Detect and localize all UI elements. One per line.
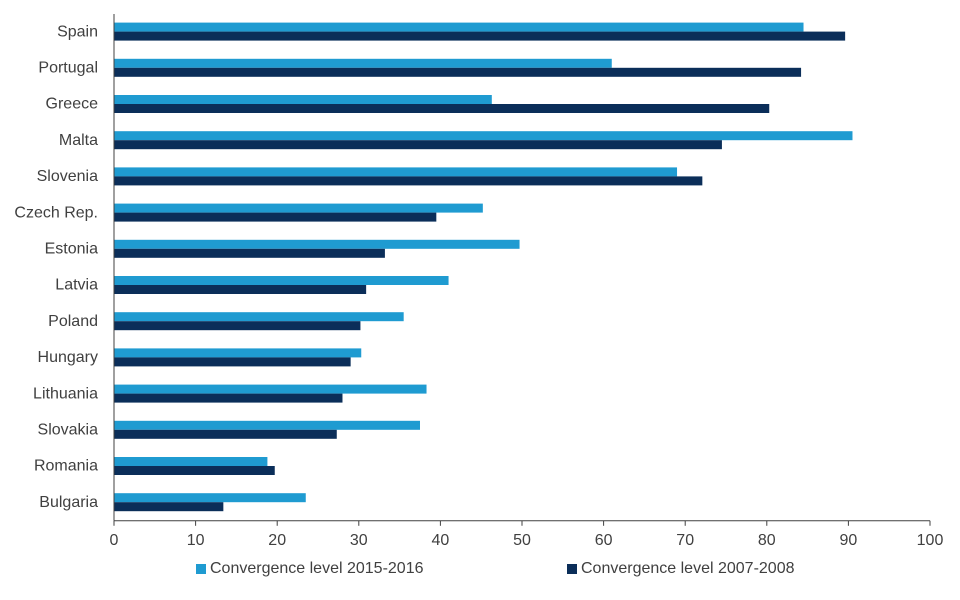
bar-2015-2016-slovenia: [114, 167, 678, 177]
bar-2015-2016-bulgaria: [114, 493, 306, 503]
bar-2007-2008-latvia: [114, 285, 367, 294]
bar-2015-2016-romania: [114, 457, 268, 466]
bar-2007-2008-hungary: [114, 357, 351, 367]
bar-2007-2008-slovakia: [114, 429, 337, 439]
category-label: Slovakia: [38, 422, 99, 439]
x-tick-label: 50: [513, 532, 531, 549]
x-tick-label: 10: [187, 532, 205, 549]
category-label: Latvia: [55, 277, 98, 294]
bar-2007-2008-estonia: [114, 248, 385, 258]
x-tick-label: 30: [350, 532, 368, 549]
bar-2007-2008-slovenia: [114, 176, 703, 186]
bar-2015-2016-portugal: [114, 58, 612, 68]
category-label: Slovenia: [37, 168, 98, 185]
category-label: Czech Rep.: [14, 204, 98, 221]
x-tick-label: 70: [676, 532, 694, 549]
bar-2015-2016-estonia: [114, 239, 520, 249]
legend-label-2015-2016: Convergence level 2015-2016: [210, 560, 424, 577]
bar-2007-2008-greece: [114, 104, 770, 113]
category-labels: Spain Portugal Greece Malta Slovenia Czech Re…: [14, 23, 98, 511]
category-label: Estonia: [45, 241, 98, 258]
x-tick-label: 100: [917, 532, 944, 549]
bar-2015-2016-hungary: [114, 348, 362, 358]
category-label: Bulgaria: [39, 494, 98, 511]
category-label: Hungary: [38, 349, 98, 366]
x-tick-label: 90: [840, 532, 858, 549]
category-label: Malta: [59, 132, 98, 149]
x-axis: 0 10 20 30 40 50 60 70 80 90 100: [110, 520, 944, 549]
bar-2015-2016-czech-rep-: [114, 203, 483, 213]
category-label: Spain: [57, 23, 98, 40]
bar-2007-2008-portugal: [114, 67, 802, 77]
category-label: Portugal: [38, 60, 98, 77]
legend-swatch-2007-2008: [567, 564, 577, 574]
legend: Convergence level 2015-2016 Convergence l…: [196, 560, 795, 577]
bar-2015-2016-malta: [114, 131, 853, 141]
x-tick-label: 20: [268, 532, 286, 549]
x-tick-label: 0: [110, 532, 119, 549]
bar-2007-2008-lithuania: [114, 393, 343, 403]
legend-swatch-2015-2016: [196, 564, 206, 574]
bar-2015-2016-poland: [114, 312, 404, 322]
bar-2007-2008-malta: [114, 140, 722, 150]
bar-2015-2016-greece: [114, 95, 492, 104]
bar-2015-2016-spain: [114, 22, 804, 32]
category-label: Lithuania: [33, 385, 98, 402]
bar-2015-2016-latvia: [114, 276, 449, 285]
bar-2007-2008-romania: [114, 466, 275, 475]
x-tick-label: 80: [758, 532, 776, 549]
bar-2007-2008-poland: [114, 321, 361, 331]
bar-2007-2008-bulgaria: [114, 502, 224, 512]
bar-2015-2016-slovakia: [114, 420, 420, 430]
x-tick-label: 40: [432, 532, 450, 549]
category-label: Romania: [34, 458, 98, 475]
legend-label-2007-2008: Convergence level 2007-2008: [581, 560, 795, 577]
bars-group: [114, 22, 853, 512]
x-tick-label: 60: [595, 532, 613, 549]
bar-2007-2008-spain: [114, 31, 846, 41]
bar-2015-2016-lithuania: [114, 384, 427, 394]
bar-2007-2008-czech-rep-: [114, 212, 437, 222]
category-label: Poland: [48, 313, 98, 330]
category-label: Greece: [46, 96, 99, 113]
